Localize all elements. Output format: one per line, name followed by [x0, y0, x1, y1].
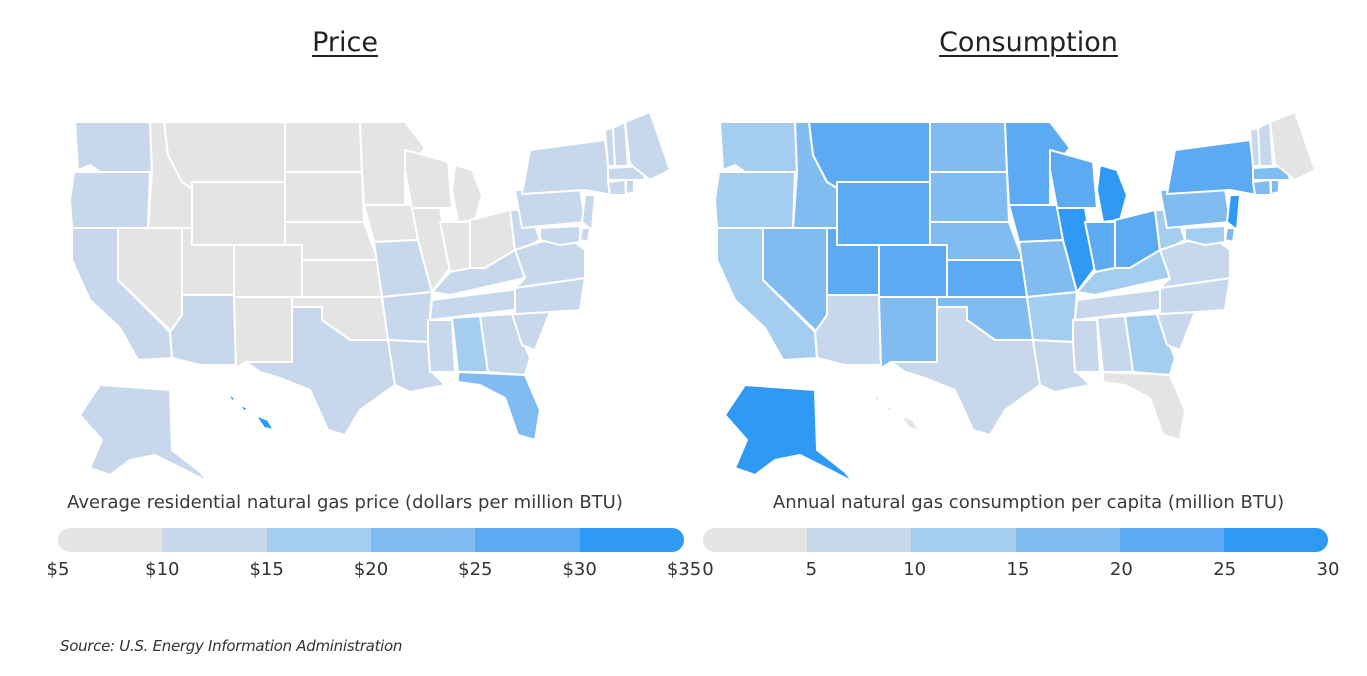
- price-legend-segment: [475, 528, 580, 552]
- state-tx: [890, 306, 1041, 436]
- price-legend-tick: $10: [145, 559, 180, 580]
- state-ar: [1026, 291, 1078, 343]
- state-hi: [872, 392, 920, 431]
- state-sd: [284, 171, 365, 223]
- state-wa: [74, 121, 153, 173]
- price-caption: Average residential natural gas price (d…: [67, 492, 623, 513]
- price-legend-segment: [162, 528, 267, 552]
- price-legend-bar: [58, 528, 684, 552]
- state-fl: [457, 371, 541, 441]
- state-va: [1159, 234, 1231, 289]
- price-map: [69, 111, 671, 483]
- state-nd: [929, 121, 1008, 173]
- state-ri: [625, 179, 635, 195]
- state-ct: [1252, 179, 1272, 196]
- state-nd: [284, 121, 363, 173]
- price-legend-tick: $20: [353, 559, 389, 580]
- state-md: [1184, 225, 1226, 246]
- consumption-legend-tick: 10: [903, 559, 927, 580]
- source-note: Source: U.S. Energy Information Administ…: [60, 637, 403, 655]
- state-ks: [301, 259, 383, 298]
- consumption-legend-segment: [1223, 528, 1328, 552]
- price-panel: Price Average residential natural gas pr…: [0, 0, 702, 600]
- state-ia: [363, 204, 419, 243]
- consumption-legend-tick: 0: [702, 559, 714, 580]
- state-de: [579, 227, 591, 243]
- state-wa: [719, 121, 798, 173]
- price-legend-tick: $5: [46, 559, 70, 580]
- state-mt: [808, 121, 931, 189]
- consumption-legend-segment: [1119, 528, 1224, 552]
- state-tx: [245, 306, 396, 436]
- consumption-caption: Annual natural gas consumption per capit…: [772, 492, 1285, 513]
- state-ks: [946, 259, 1028, 298]
- consumption-legend-tick: 20: [1109, 559, 1133, 580]
- state-ny: [521, 139, 613, 196]
- state-nm: [878, 296, 938, 369]
- consumption-legend-tick: 25: [1213, 559, 1237, 580]
- state-nh: [612, 121, 629, 167]
- state-hi: [227, 392, 275, 431]
- price-legend-segment: [266, 528, 371, 552]
- state-fl: [1102, 371, 1186, 441]
- consumption-legend-bar: [703, 528, 1328, 552]
- consumption-legend-tick: 30: [1316, 559, 1340, 580]
- state-or: [69, 171, 151, 229]
- price-legend-segment: [579, 528, 684, 552]
- price-legend-tick: $25: [458, 559, 493, 580]
- price-legend-segment: [370, 528, 476, 552]
- state-mi: [451, 164, 483, 223]
- state-wi: [1049, 149, 1098, 209]
- state-me: [624, 111, 671, 181]
- state-nj: [1226, 194, 1241, 231]
- state-de: [1224, 227, 1236, 243]
- state-mn: [359, 121, 426, 206]
- state-ny: [1166, 139, 1258, 196]
- consumption-legend-segment: [911, 528, 1016, 552]
- consumption-panel: Consumption Annual natural gas consumpti…: [690, 0, 1367, 600]
- state-co: [233, 244, 303, 298]
- state-wy: [191, 181, 286, 246]
- state-sd: [929, 171, 1010, 223]
- state-ky: [1076, 249, 1171, 296]
- state-wy: [836, 181, 931, 246]
- state-ri: [1270, 179, 1280, 195]
- consumption-legend-ticks: 0 5 10 15 20 25 30: [702, 559, 1339, 583]
- price-legend-segment: [58, 528, 163, 552]
- consumption-legend-segment: [807, 528, 912, 552]
- price-legend-tick: $30: [562, 559, 597, 580]
- state-wi: [404, 149, 453, 209]
- state-va: [514, 234, 586, 289]
- consumption-map: [714, 111, 1316, 483]
- price-legend-ticks: $5 $10 $15 $20 $25 $30 $35: [47, 559, 702, 583]
- consumption-legend-segment: [703, 528, 808, 552]
- state-mi: [1096, 164, 1128, 223]
- state-ia: [1008, 204, 1064, 243]
- state-ar: [381, 291, 433, 343]
- state-ak: [79, 384, 209, 483]
- state-me: [1269, 111, 1316, 181]
- price-legend-tick: $15: [249, 559, 284, 580]
- state-co: [878, 244, 948, 298]
- consumption-legend-tick: 15: [1006, 559, 1030, 580]
- price-title: Price: [312, 27, 378, 58]
- consumption-title: Consumption: [939, 27, 1118, 58]
- state-nm: [233, 296, 293, 369]
- state-nj: [581, 194, 596, 231]
- state-ms: [1072, 319, 1101, 373]
- state-md: [539, 225, 581, 246]
- state-ak: [724, 384, 854, 483]
- state-ky: [431, 249, 526, 296]
- state-ms: [427, 319, 456, 373]
- state-or: [714, 171, 796, 229]
- price-legend-tick: $35: [666, 559, 702, 580]
- state-mt: [163, 121, 286, 189]
- consumption-legend-segment: [1015, 528, 1120, 552]
- state-mn: [1004, 121, 1071, 206]
- state-nh: [1257, 121, 1274, 167]
- state-ct: [607, 179, 627, 196]
- consumption-legend-tick: 5: [805, 559, 818, 580]
